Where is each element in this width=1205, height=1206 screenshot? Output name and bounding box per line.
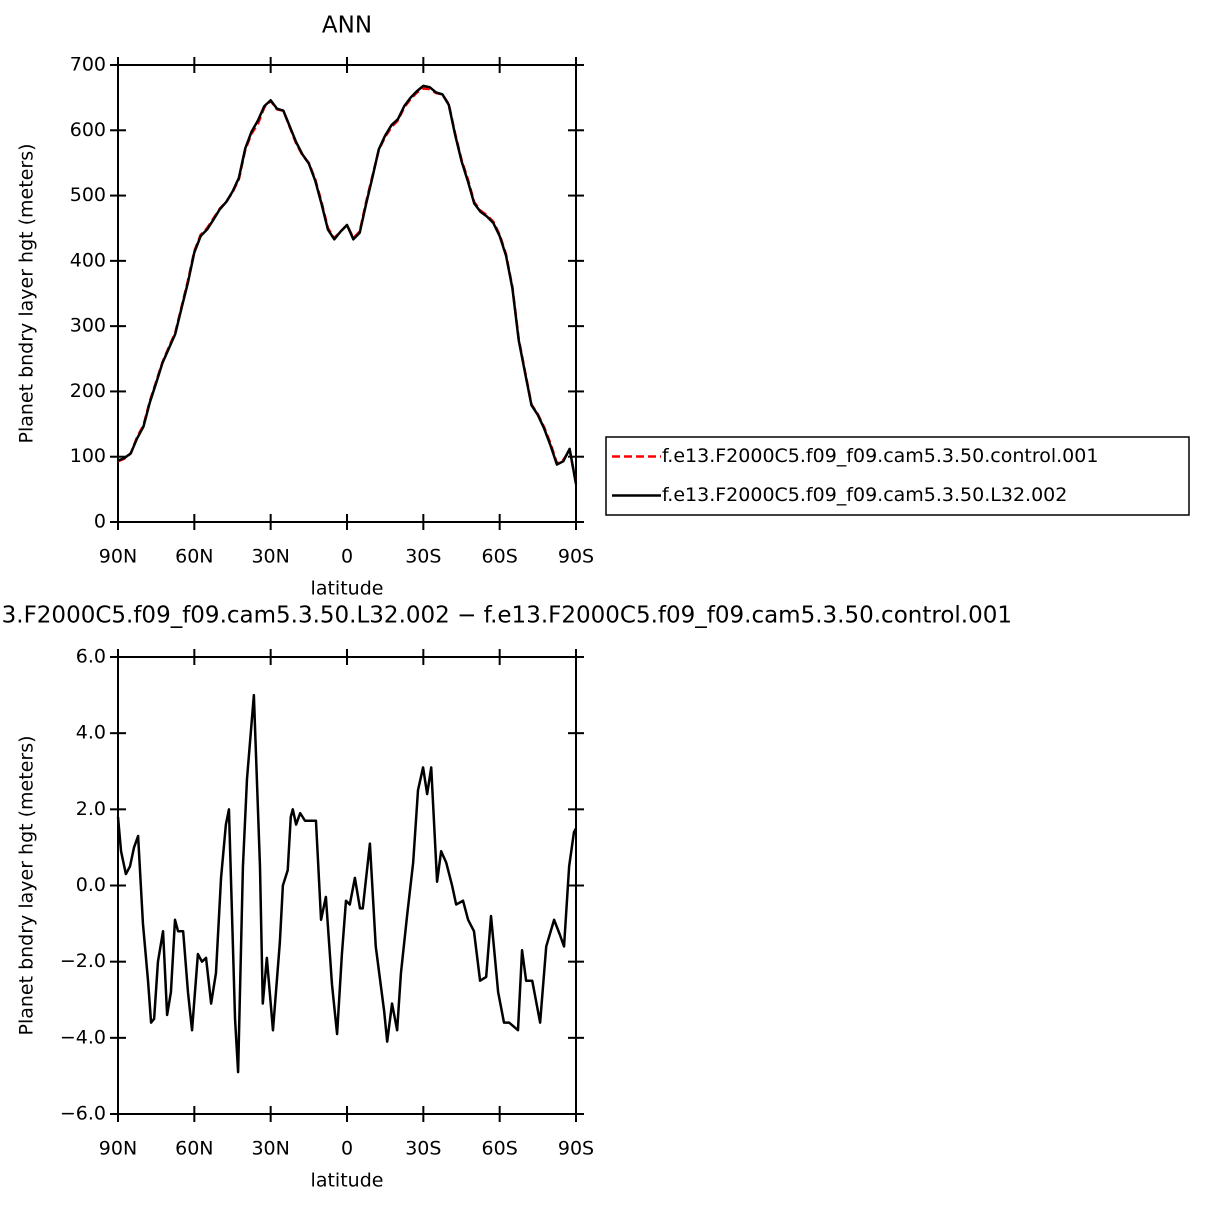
y-tick-label: 400: [70, 249, 106, 271]
x-tick-label: 0: [341, 1138, 353, 1160]
x-axis-label: latitude: [311, 578, 384, 600]
y-tick-label: −2.0: [60, 950, 106, 972]
x-tick-label: 90S: [558, 546, 594, 568]
chart-title: ANN: [322, 13, 372, 39]
y-tick-label: 500: [70, 184, 106, 206]
x-tick-label: 30S: [405, 546, 441, 568]
y-axis-label: Planet bndry layer hgt (meters): [16, 143, 38, 443]
x-tick-label: 30N: [251, 546, 289, 568]
line-series: [116, 693, 578, 1074]
y-tick-label: 0: [94, 511, 106, 533]
y-tick-label: 600: [70, 119, 106, 141]
x-tick-label: 60N: [175, 1138, 213, 1160]
x-tick-label: 60S: [482, 1138, 518, 1160]
y-tick-label: 100: [70, 445, 106, 467]
x-tick-label: 90N: [99, 1138, 137, 1160]
line-series: [117, 84, 578, 485]
x-tick-label: 60N: [175, 546, 213, 568]
y-tick-label: 0.0: [76, 874, 106, 896]
x-tick-label: 0: [341, 546, 353, 568]
y-tick-label: 700: [70, 54, 106, 76]
x-tick-label: 30S: [405, 1138, 441, 1160]
y-tick-label: 4.0: [76, 722, 106, 744]
x-tick-label: 90S: [558, 1138, 594, 1160]
chart-title: f.e13.F2000C5.f09_f09.cam5.3.50.L32.002 …: [0, 603, 1012, 629]
legend-label: f.e13.F2000C5.f09_f09.cam5.3.50.control.…: [662, 445, 1098, 467]
y-axis-label: Planet bndry layer hgt (meters): [16, 735, 38, 1035]
legend-label: f.e13.F2000C5.f09_f09.cam5.3.50.L32.002: [662, 484, 1067, 506]
x-tick-label: 30N: [251, 1138, 289, 1160]
y-tick-label: −6.0: [60, 1103, 106, 1125]
x-tick-label: 90N: [99, 546, 137, 568]
plot-frame: [117, 656, 577, 1115]
y-tick-label: 6.0: [76, 646, 106, 668]
y-tick-label: 300: [70, 315, 106, 337]
y-tick-label: 2.0: [76, 798, 106, 820]
plot-frame: [117, 64, 577, 523]
y-tick-label: 200: [70, 380, 106, 402]
x-axis-label: latitude: [311, 1170, 384, 1192]
y-tick-label: −4.0: [60, 1026, 106, 1048]
legend-box: [605, 436, 1190, 516]
x-tick-label: 60S: [482, 546, 518, 568]
